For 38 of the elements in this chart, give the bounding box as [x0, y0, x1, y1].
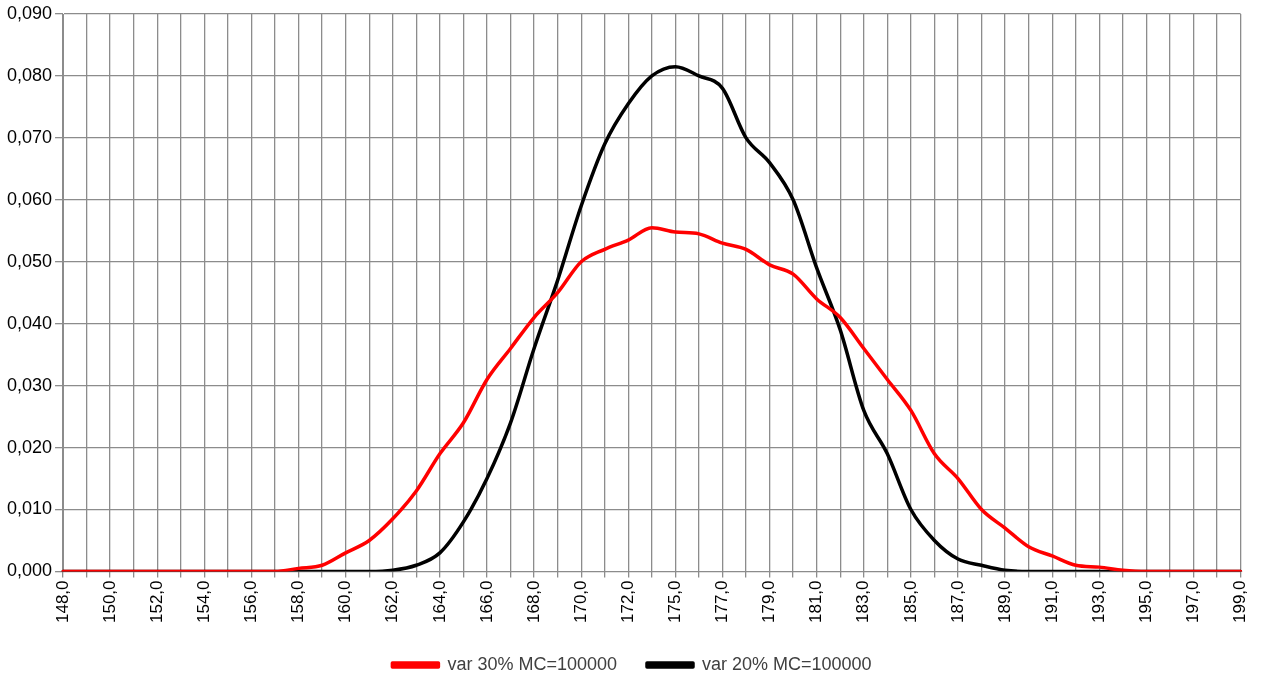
x-tick-label: 150,0: [99, 580, 119, 624]
y-tick-label: 0,000: [7, 560, 53, 581]
x-tick-label: 191,0: [1041, 580, 1061, 624]
x-tick-label: 166,0: [476, 580, 496, 624]
x-tick-label: 156,0: [241, 580, 261, 624]
legend-label: var 30% MC=100000: [447, 653, 618, 674]
x-tick-label: 195,0: [1136, 580, 1156, 624]
x-tick-label: 187,0: [947, 580, 967, 624]
x-tick-label: 177,0: [712, 580, 732, 624]
x-tick-label: 193,0: [1088, 580, 1108, 624]
x-tick-label: 160,0: [335, 580, 355, 624]
y-tick-label: 0,090: [7, 2, 53, 23]
x-tick-label: 148,0: [52, 580, 72, 624]
x-tick-label: 154,0: [194, 580, 214, 624]
x-tick-label: 185,0: [900, 580, 920, 624]
legend-label: var 20% MC=100000: [702, 653, 872, 674]
y-tick-label: 0,050: [7, 250, 53, 271]
y-tick-label: 0,080: [7, 64, 53, 85]
y-tick-label: 0,060: [7, 188, 53, 209]
x-tick-label: 181,0: [806, 580, 826, 624]
x-tick-label: 170,0: [570, 580, 590, 624]
x-tick-label: 162,0: [382, 580, 402, 624]
y-tick-label: 0,010: [7, 498, 53, 519]
x-tick-label: 179,0: [759, 580, 779, 624]
x-tick-label: 199,0: [1230, 580, 1250, 624]
x-tick-label: 189,0: [994, 580, 1014, 624]
x-tick-label: 164,0: [429, 580, 449, 624]
x-tick-label: 175,0: [665, 580, 685, 624]
x-tick-label: 197,0: [1183, 580, 1203, 624]
y-tick-label: 0,020: [7, 436, 53, 457]
y-tick-label: 0,030: [7, 374, 53, 395]
x-tick-label: 183,0: [853, 580, 873, 624]
x-tick-label: 152,0: [146, 580, 166, 624]
y-tick-label: 0,040: [7, 312, 53, 333]
x-tick-label: 172,0: [617, 580, 637, 624]
y-tick-label: 0,070: [7, 126, 53, 147]
x-tick-label: 168,0: [523, 580, 543, 624]
x-tick-label: 158,0: [288, 580, 308, 624]
